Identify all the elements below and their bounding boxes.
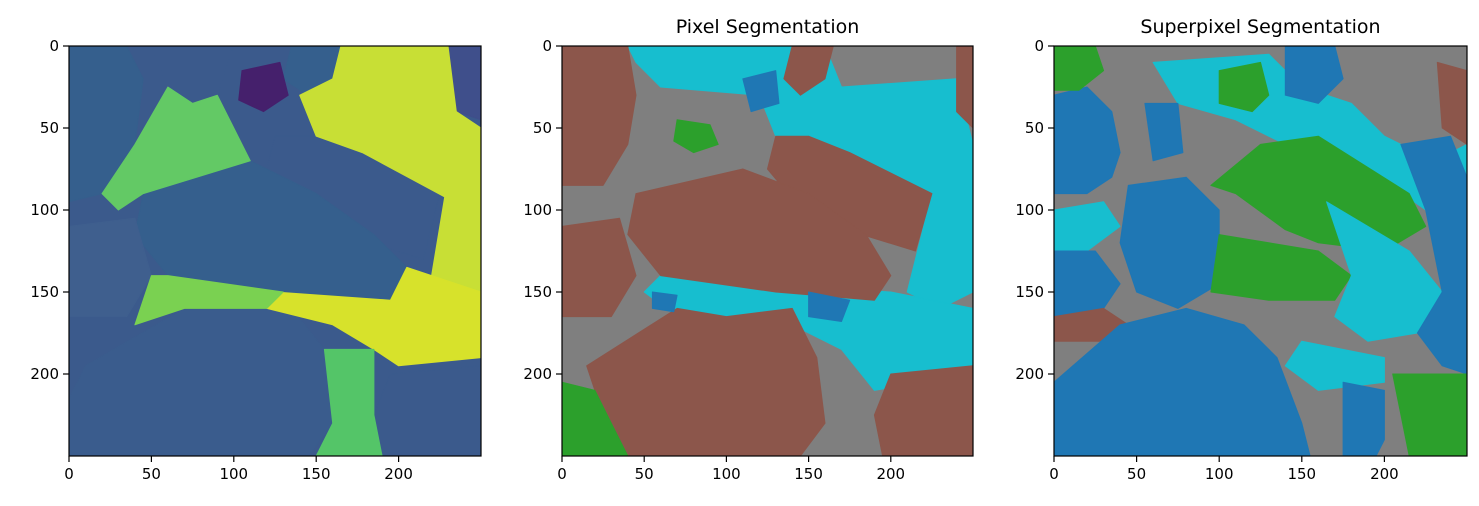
green-matrix-bottom <box>315 348 383 456</box>
axes-frame <box>561 45 974 457</box>
sp-blue-right <box>1400 135 1467 375</box>
x-tick-label: 100 <box>712 465 741 483</box>
sp-blue-top-left <box>1054 86 1121 195</box>
sp-blue-top-right <box>1284 46 1344 104</box>
y-tick-label: 100 <box>30 201 59 219</box>
seg-brown-left-mid <box>562 217 637 318</box>
seg-blue-patch-3 <box>651 291 678 313</box>
x-tick-label: 100 <box>219 465 248 483</box>
sp-cyan-lower-left <box>1054 201 1121 252</box>
x-tick-label: 150 <box>1287 465 1316 483</box>
sp-green-top-left <box>1054 46 1105 91</box>
image-area <box>1054 46 1467 456</box>
seg-blue-patch-1 <box>742 70 780 113</box>
x-tick-label: 200 <box>876 465 905 483</box>
sp-blue-upper <box>1144 102 1184 162</box>
image-area <box>69 46 481 456</box>
x-tick-label: 50 <box>1127 465 1146 483</box>
x-tick-label: 200 <box>1370 465 1399 483</box>
axes-frame <box>1053 45 1468 457</box>
sp-green-centre-lower <box>1210 234 1352 301</box>
panel-superpixel-segmentation: 0 50 100 150 200 0 50 100 150 200 Superpixel Segme… <box>1015 16 1468 483</box>
x-tick-label: 0 <box>1049 465 1059 483</box>
seg-blue-patch-2 <box>808 291 851 322</box>
panel-original-image: 0 50 100 150 200 0 50 100 150 200 <box>30 37 482 483</box>
x-tick-label: 150 <box>302 465 331 483</box>
y-tick-label: 0 <box>49 37 59 55</box>
panel-title: Superpixel Segmentation <box>1140 16 1380 38</box>
x-tick-label: 50 <box>142 465 161 483</box>
panel-title: Pixel Segmentation <box>676 16 860 38</box>
y-tick-label: 100 <box>1015 201 1044 219</box>
y-tick-label: 200 <box>523 365 552 383</box>
y-tick-label: 150 <box>1015 283 1044 301</box>
seg-brown-top-right <box>956 46 973 129</box>
axes-frame <box>68 45 482 457</box>
seg-brown-right-mid <box>767 135 933 252</box>
y-tick-label: 50 <box>533 119 552 137</box>
sp-green-bottom-right <box>1392 373 1467 456</box>
seg-green-upper <box>673 119 719 154</box>
sp-brown-top-right <box>1436 61 1467 145</box>
sp-blue-left-mid <box>1054 250 1121 318</box>
panel-pixel-segmentation: 0 50 100 150 200 0 50 100 150 200 Pixel Segmentati… <box>523 16 974 483</box>
y-tick-label: 150 <box>523 283 552 301</box>
sp-blue-centre-left <box>1119 176 1220 309</box>
dark-patch-top <box>238 61 289 113</box>
y-tick-label: 0 <box>542 37 552 55</box>
x-tick-label: 0 <box>557 465 567 483</box>
x-tick-label: 0 <box>64 465 74 483</box>
grain-left-mid <box>69 217 152 318</box>
sp-green-top-mid <box>1218 61 1270 113</box>
sp-cyan-right <box>1326 201 1443 342</box>
x-tick-label: 200 <box>384 465 413 483</box>
seg-green-bottom-left <box>562 381 629 456</box>
y-tick-label: 200 <box>1015 365 1044 383</box>
y-tick-label: 100 <box>523 201 552 219</box>
seg-brown-bottom-right <box>873 365 973 456</box>
green-matrix-left <box>101 86 251 211</box>
sp-blue-bottom-right <box>1342 381 1385 456</box>
sp-blue-bottom <box>1054 307 1311 456</box>
y-tick-label: 0 <box>1034 37 1044 55</box>
image-area <box>562 46 973 456</box>
seg-cyan-upper <box>627 46 973 309</box>
seg-brown-centre <box>627 168 892 301</box>
y-tick-label: 50 <box>40 119 59 137</box>
bright-vein-upper <box>299 46 481 293</box>
grain-bottom-right <box>373 365 481 456</box>
y-tick-label: 50 <box>1025 119 1044 137</box>
y-tick-label: 200 <box>30 365 59 383</box>
seg-brown-top-left <box>562 46 637 186</box>
y-tick-label: 150 <box>30 283 59 301</box>
x-tick-label: 150 <box>794 465 823 483</box>
seg-brown-top-mid <box>783 46 834 96</box>
green-matrix-mid <box>134 275 284 326</box>
x-tick-label: 50 <box>635 465 654 483</box>
x-tick-label: 100 <box>1205 465 1234 483</box>
